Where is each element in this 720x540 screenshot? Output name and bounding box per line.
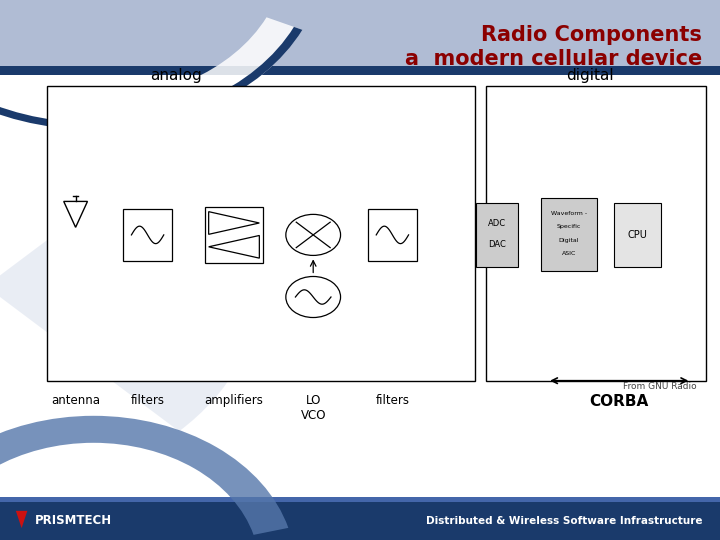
- Bar: [614, 202, 661, 267]
- Polygon shape: [209, 235, 259, 258]
- Bar: [0, 497, 720, 502]
- Bar: [476, 202, 518, 267]
- Bar: [0, 0, 720, 68]
- Text: filters: filters: [130, 394, 165, 407]
- Text: LO
VCO: LO VCO: [300, 394, 326, 422]
- Circle shape: [286, 276, 341, 318]
- Wedge shape: [0, 141, 259, 431]
- Polygon shape: [16, 511, 27, 528]
- Wedge shape: [0, 0, 302, 130]
- Bar: [205, 206, 263, 263]
- Bar: [0, 66, 720, 75]
- Polygon shape: [209, 212, 259, 234]
- Text: PRISMTECH: PRISMTECH: [35, 514, 112, 527]
- Text: amplifiers: amplifiers: [204, 394, 264, 407]
- Circle shape: [286, 214, 341, 255]
- Wedge shape: [0, 0, 302, 130]
- Text: digital: digital: [567, 68, 614, 83]
- Text: CPU: CPU: [627, 230, 647, 240]
- Text: ASIC: ASIC: [562, 251, 576, 256]
- Text: filters: filters: [375, 394, 410, 407]
- Text: Waveform -: Waveform -: [551, 211, 587, 216]
- Text: Specific: Specific: [557, 224, 581, 230]
- Bar: [47, 86, 475, 381]
- Text: antenna: antenna: [51, 394, 100, 407]
- Text: Radio Components: Radio Components: [481, 25, 702, 45]
- Bar: [368, 209, 417, 261]
- Wedge shape: [0, 416, 288, 535]
- Text: Digital: Digital: [559, 238, 579, 243]
- Text: CORBA: CORBA: [590, 394, 649, 409]
- Bar: [541, 199, 597, 271]
- Bar: [486, 86, 706, 381]
- Text: ADC: ADC: [487, 219, 506, 227]
- Text: a  modern cellular device: a modern cellular device: [405, 49, 702, 70]
- Text: Distributed & Wireless Software Infrastructure: Distributed & Wireless Software Infrastr…: [426, 516, 702, 525]
- Bar: [123, 209, 172, 261]
- Text: From GNU Radio: From GNU Radio: [624, 382, 697, 390]
- Bar: [0, 501, 720, 540]
- Text: DAC: DAC: [488, 240, 505, 249]
- Text: analog: analog: [150, 68, 202, 83]
